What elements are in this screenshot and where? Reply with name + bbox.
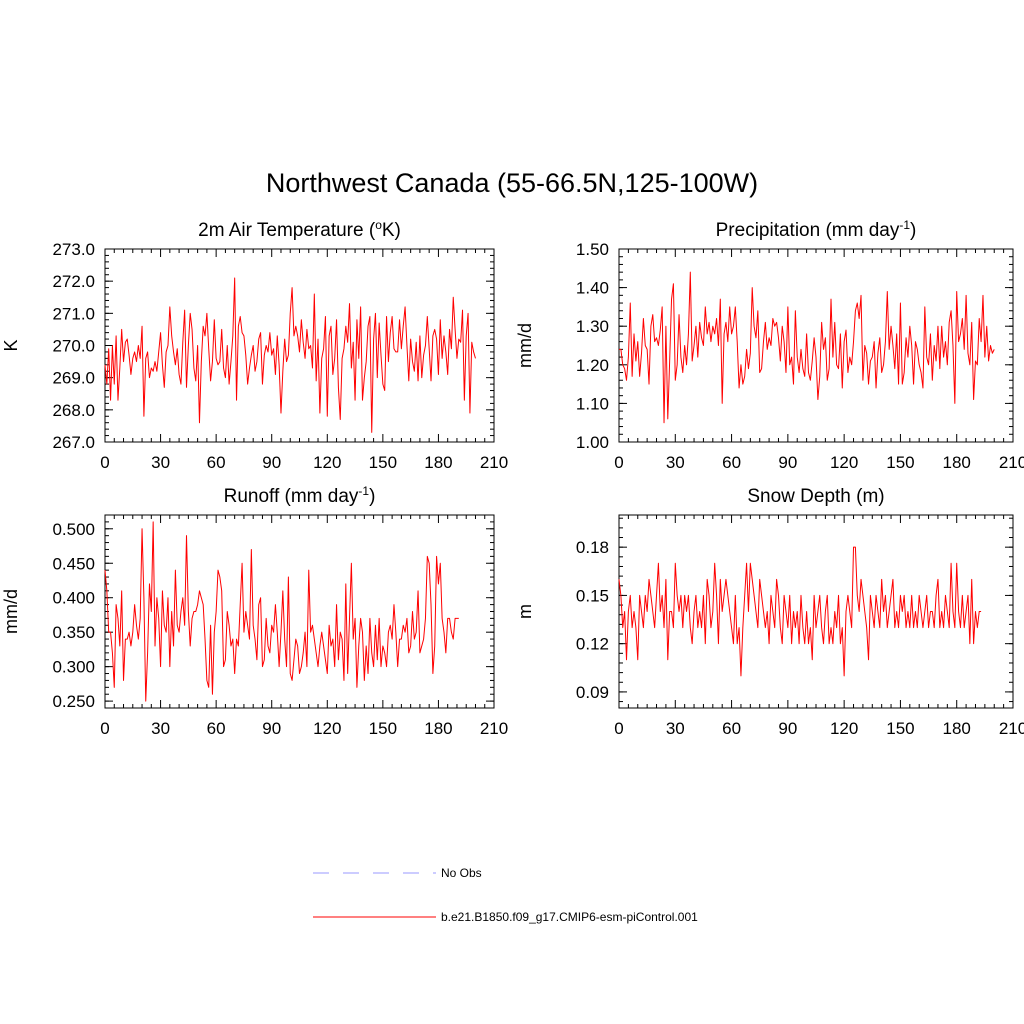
main-title: Northwest Canada (55-66.5N,125-100W) <box>266 168 758 198</box>
panel-title: Precipitation (mm day-1) <box>716 218 917 241</box>
plot-frame <box>618 514 1014 709</box>
x-tick-label: 120 <box>313 453 341 472</box>
x-tick-label: 0 <box>100 453 109 472</box>
y-tick-label: 1.40 <box>576 279 609 298</box>
x-tick-label: 180 <box>424 453 452 472</box>
panel-title: Runoff (mm day-1) <box>224 484 376 507</box>
y-tick-label: 0.450 <box>52 554 95 573</box>
x-tick-label: 0 <box>100 719 109 738</box>
x-tick-label: 60 <box>722 719 741 738</box>
x-tick-label: 30 <box>151 453 170 472</box>
y-tick-label: 0.09 <box>576 683 609 702</box>
series-line <box>619 271 995 424</box>
x-tick-label: 210 <box>480 719 508 738</box>
y-tick-label: 1.10 <box>576 394 609 413</box>
y-axis-label: K <box>1 339 21 351</box>
y-tick-label: 0.500 <box>52 520 95 539</box>
panel-title: Snow Depth (m) <box>747 486 884 507</box>
x-tick-label: 90 <box>778 453 797 472</box>
y-axis-label: mm/d <box>1 589 21 634</box>
x-tick-label: 120 <box>313 719 341 738</box>
x-tick-label: 120 <box>830 453 858 472</box>
panel-1: Precipitation (mm day-1) mm/d 0 30 60 90 120 15… <box>515 218 1024 472</box>
x-tick-label: 180 <box>943 453 971 472</box>
panel-2: Runoff (mm day-1) mm/d 0 30 60 90 120 150 180 210… <box>1 484 508 738</box>
x-tick-label: 30 <box>151 719 170 738</box>
x-tick-label: 30 <box>666 719 685 738</box>
y-tick-label: 273.0 <box>52 240 95 259</box>
y-tick-label: 0.250 <box>52 692 95 711</box>
x-tick-label: 150 <box>369 719 397 738</box>
legend-label-model: b.e21.B1850.f09_g17.CMIP6-esm-piControl.… <box>441 910 698 924</box>
x-tick-label: 0 <box>614 719 623 738</box>
x-tick-label: 210 <box>480 453 508 472</box>
x-tick-label: 60 <box>722 453 741 472</box>
y-tick-label: 0.300 <box>52 658 95 677</box>
x-tick-label: 210 <box>999 719 1024 738</box>
x-tick-label: 210 <box>999 453 1024 472</box>
x-tick-label: 90 <box>778 719 797 738</box>
y-tick-label: 269.0 <box>52 369 95 388</box>
x-tick-label: 90 <box>262 453 281 472</box>
y-tick-label: 268.0 <box>52 401 95 420</box>
panel-title: 2m Air Temperature (oK) <box>198 218 401 241</box>
y-tick-label: 0.12 <box>576 635 609 654</box>
y-tick-label: 270.0 <box>52 337 95 356</box>
legend: No Obs b.e21.B1850.f09_g17.CMIP6-esm-piC… <box>313 866 698 924</box>
x-tick-label: 180 <box>424 719 452 738</box>
x-tick-label: 0 <box>614 453 623 472</box>
y-axis-label: m <box>515 604 535 619</box>
y-tick-label: 1.50 <box>576 240 609 259</box>
y-tick-label: 267.0 <box>52 433 95 452</box>
x-tick-label: 180 <box>943 719 971 738</box>
panels-group: 2m Air Temperature (oK) K 0 30 60 90 120 150 180… <box>1 218 1024 738</box>
y-tick-label: 0.350 <box>52 623 95 642</box>
series-line <box>618 546 982 677</box>
x-tick-label: 60 <box>207 453 226 472</box>
panel-3: Snow Depth (m) m 0 30 60 90 120 150 180 210 0.09 0.… <box>515 486 1024 738</box>
series-line <box>104 277 476 433</box>
y-tick-label: 0.400 <box>52 589 95 608</box>
x-tick-label: 90 <box>262 719 281 738</box>
y-axis-label: mm/d <box>515 323 535 368</box>
x-tick-label: 30 <box>666 453 685 472</box>
y-tick-label: 0.18 <box>576 538 609 557</box>
x-tick-label: 150 <box>369 453 397 472</box>
x-tick-label: 150 <box>886 453 914 472</box>
series-line <box>104 521 459 702</box>
x-tick-label: 150 <box>886 719 914 738</box>
y-tick-label: 272.0 <box>52 272 95 291</box>
y-tick-label: 1.20 <box>576 356 609 375</box>
legend-label-obs: No Obs <box>441 866 482 880</box>
y-tick-label: 1.30 <box>576 317 609 336</box>
x-tick-label: 120 <box>830 719 858 738</box>
y-tick-label: 0.15 <box>576 586 609 605</box>
y-tick-label: 271.0 <box>52 304 95 323</box>
y-tick-label: 1.00 <box>576 433 609 452</box>
x-tick-label: 60 <box>207 719 226 738</box>
panel-0: 2m Air Temperature (oK) K 0 30 60 90 120 150 180… <box>1 218 508 472</box>
